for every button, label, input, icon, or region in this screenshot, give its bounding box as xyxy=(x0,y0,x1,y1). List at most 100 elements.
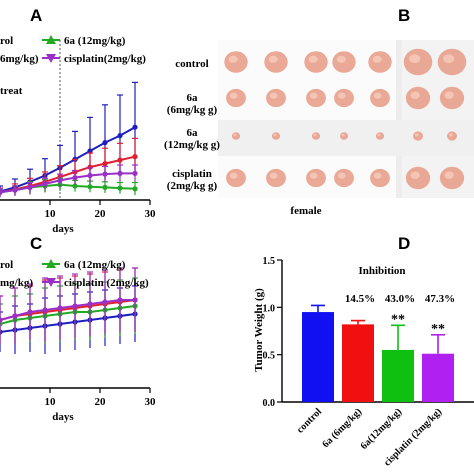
row-label-cisplatin: cisplatin (2mg/kg g) xyxy=(166,168,218,192)
chart-a-data-point xyxy=(87,184,93,190)
tumor-highlight xyxy=(448,133,453,137)
chart-c-data-point xyxy=(102,299,108,305)
chart-c-legend-marker xyxy=(46,259,56,268)
chart-a-data-point xyxy=(117,170,123,176)
chart-c-data-point xyxy=(0,321,3,327)
chart-a-x-tick-label: 10 xyxy=(45,208,57,220)
chart-d-inhibition-label: 14.5% xyxy=(345,293,375,305)
chart-d-inhibition-label: 47.3% xyxy=(425,293,455,305)
chart-c-series-line-3 xyxy=(0,299,135,321)
chart-d-y-tick-label: 1.0 xyxy=(263,303,276,314)
chart-c-data-point xyxy=(0,317,3,323)
chart-d-bar xyxy=(342,324,374,402)
tumor-highlight xyxy=(337,92,346,99)
tumor-highlight xyxy=(377,133,381,137)
chart-c-data-point xyxy=(132,297,138,303)
chart-a-data-point xyxy=(72,175,78,181)
chart-a-data-point xyxy=(102,161,108,167)
chart-c-series-line-0 xyxy=(0,313,136,333)
chart-c-x-tick-label: 30 xyxy=(145,396,157,408)
chart-d-y-tick-label: 0.5 xyxy=(263,351,276,362)
chart-d-y-axis-label: Tumor Weight (g) xyxy=(253,288,265,372)
chart-c-data-point xyxy=(12,313,18,319)
tumor-highlight xyxy=(410,91,420,99)
chart-a-legend-label: cisplatin(2mg/kg) xyxy=(64,53,146,65)
chart-a-data-point xyxy=(117,157,123,163)
panel-letter-a: A xyxy=(30,6,43,25)
chart-a-data-point xyxy=(87,148,93,154)
chart-d-significance-label: ** xyxy=(431,322,445,337)
tumor-highlight xyxy=(409,54,421,64)
tumor-highlight xyxy=(444,171,454,179)
tumor-highlight xyxy=(228,55,238,63)
chart-d-inhibition-label: 43.0% xyxy=(385,293,415,305)
chart-a-x-tick-label: 20 xyxy=(95,208,107,220)
tumor-highlight xyxy=(414,133,419,137)
tumor-highlight xyxy=(233,133,237,137)
chart-c-data-point xyxy=(42,307,48,313)
chart-c-data-point xyxy=(57,305,63,311)
chart-c-x-tick-label: 20 xyxy=(95,396,107,408)
chart-d-title: Inhibition xyxy=(358,265,405,277)
chart-c-legend-label: rol xyxy=(0,259,13,271)
tumor-highlight xyxy=(337,172,346,179)
tumor-highlight xyxy=(229,92,238,99)
chart-a-data-point xyxy=(117,185,123,191)
chart-c-x-tick-label: 10 xyxy=(45,396,57,408)
tumor-highlight xyxy=(336,55,346,63)
chart-c-data-point xyxy=(87,301,93,307)
chart-a-data-point xyxy=(12,187,18,193)
chart-a-legend-marker xyxy=(46,54,56,63)
chart-a-data-point xyxy=(102,171,108,177)
chart-c-legend-label: 6a (12mg/kg) xyxy=(64,259,126,271)
panel-letter-b: B xyxy=(398,6,411,25)
chart-c-legend-label: mg/kg) xyxy=(0,277,33,289)
chart-a-data-point xyxy=(42,181,48,187)
panel-letter-d: D xyxy=(398,234,411,253)
chart-c-data-point xyxy=(72,303,78,309)
chart-d-category-label: control xyxy=(295,406,324,435)
tumor-highlight xyxy=(372,55,382,63)
chart-d-y-tick-label: 1.5 xyxy=(263,256,276,267)
tumor-highlight xyxy=(269,172,278,179)
chart-d-significance-label: ** xyxy=(391,312,405,327)
tumor-highlight xyxy=(313,133,317,137)
chart-a-legend-label: 6mg/kg) xyxy=(0,53,39,65)
tumor-highlight xyxy=(373,92,382,99)
tumor-highlight xyxy=(444,91,454,99)
chart-a-data-point xyxy=(132,154,138,160)
chart-d-bar xyxy=(302,312,334,402)
chart-c-data-point xyxy=(0,329,3,335)
chart-a-data-point xyxy=(102,184,108,190)
chart-c-legend-label: cisplatin (2mg/kg) xyxy=(64,277,149,289)
tumor-highlight xyxy=(308,55,318,63)
chart-a-treat-annotation: treat xyxy=(0,85,23,97)
tumor-highlight xyxy=(229,172,238,179)
chart-a-legend-marker xyxy=(46,35,56,44)
tumor-highlight xyxy=(273,133,277,137)
chart-c-series-line-2 xyxy=(0,305,136,325)
chart-a-legend-label: 6a (12mg/kg) xyxy=(64,35,126,47)
chart-c-data-point xyxy=(117,297,123,303)
chart-c-x-axis-label: days xyxy=(52,411,74,423)
chart-a-data-point xyxy=(132,124,138,130)
chart-c-legend-marker xyxy=(46,278,56,287)
chart-a-series-line-1 xyxy=(0,155,136,194)
tumor-highlight xyxy=(443,54,455,64)
chart-a-data-point xyxy=(117,133,123,139)
chart-d-bar xyxy=(382,349,414,402)
chart-a-data-point xyxy=(132,186,138,192)
tumor-highlight xyxy=(410,171,420,179)
chart-a-data-point xyxy=(0,189,3,195)
tumor-highlight xyxy=(309,92,318,99)
chart-a-series-line-3 xyxy=(0,172,135,194)
chart-a-x-tick-label: 30 xyxy=(145,208,157,220)
chart-a-data-point xyxy=(27,184,33,190)
chart-c-data-point xyxy=(27,309,33,315)
chart-a-data-point xyxy=(57,177,63,183)
panel-letter-c: C xyxy=(30,234,43,253)
tumor-highlight xyxy=(268,55,278,63)
tumor-highlight xyxy=(341,133,345,137)
row-label-6a-12mg: 6a (12mg/kg g) xyxy=(164,127,220,151)
